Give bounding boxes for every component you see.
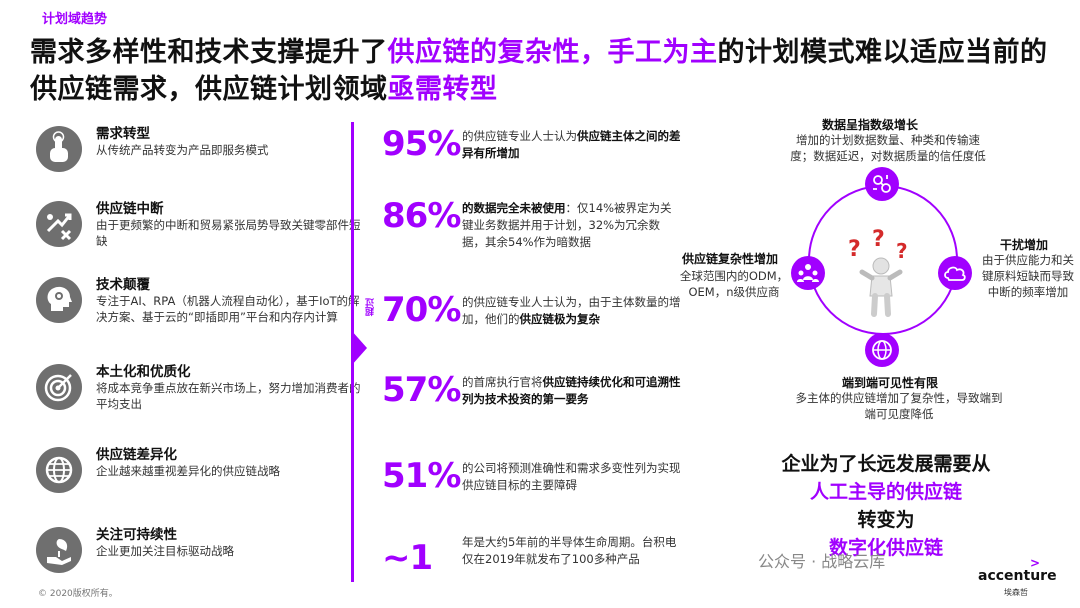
accenture-mark-icon: >	[1030, 556, 1041, 570]
title-highlight-1: 供应链的复杂性，手工为主	[387, 37, 718, 68]
item-desc: 企业越来越重视差异化的供应链战略	[96, 464, 280, 478]
stat-desc: 的供应链专业人士认为，由于主体数量的增加，他们的供应链极为复杂	[462, 295, 681, 326]
trend-item-tech: 技术颠覆 专注于AI、RPA（机器人流程自动化），基于IoT的解决方案、基于云的…	[36, 273, 360, 343]
title-highlight-2: 亟需转型	[387, 74, 498, 105]
item-desc: 专注于AI、RPA（机器人流程自动化），基于IoT的解决方案、基于云的“即插即用…	[96, 294, 360, 324]
stat-value: 51%	[382, 456, 461, 496]
stat-row: 95% 的供应链专业人士认为供应链主体之间的差异有所增加	[382, 124, 682, 184]
diagram-left-desc: 全球范围内的ODM，OEM，n级供应商	[679, 269, 789, 299]
stat-row: 51% 的公司将预测准确性和需求多变性列为实现供应链目标的主要障碍	[382, 456, 682, 516]
stat-value: ~1	[382, 538, 433, 578]
page-title: 需求多样性和技术支撑提升了供应链的复杂性，手工为主的计划模式难以适应当前的供应链…	[30, 34, 1060, 108]
section-tag: 计划域趋势	[42, 12, 108, 27]
diagram-left-title: 供应链复杂性增加	[682, 252, 779, 266]
divider-arrow	[351, 330, 367, 366]
stat-row: 86% 的数据完全未被使用：仅14%被界定为关键业务数据并用于计划，32%为冗余…	[382, 196, 682, 256]
svg-text:?: ?	[848, 237, 861, 262]
diagram-right-title: 干扰增加	[1000, 238, 1049, 252]
stat-value: 86%	[382, 196, 461, 236]
target-icon	[36, 364, 82, 410]
leaf-hand-icon	[36, 527, 82, 573]
conclusion: 企业为了长远发展需要从 人工主导的供应链 转变为 数字化供应链	[736, 450, 1036, 562]
globe-icon	[36, 447, 82, 493]
trend-item-demand: 需求转型 从传统产品转变为产品即服务模式	[36, 122, 356, 192]
stat-row: ~1 年是大约5年前的半导体生命周期。台积电仅在2019年就发布了100多种产品	[382, 530, 682, 590]
visibility-globe-icon	[865, 333, 899, 367]
item-title: 关注可持续性	[96, 527, 177, 543]
accenture-logo: accenture	[978, 568, 1057, 584]
stat-desc: 年是大约5年前的半导体生命周期。台积电仅在2019年就发布了100多种产品	[462, 535, 677, 566]
title-part2: 的计划模式难以适应当前的供应链需求，供应链计划领域	[30, 37, 1048, 105]
svg-text:?: ?	[896, 239, 908, 263]
conclusion-line3: 转变为	[857, 509, 915, 531]
conclusion-line1: 企业为了长远发展需要从	[781, 453, 991, 475]
title-part1: 需求多样性和技术支撑提升了	[30, 37, 388, 68]
item-title: 供应链差异化	[96, 447, 177, 463]
network-people-icon	[791, 256, 825, 290]
stat-value: 95%	[382, 124, 461, 164]
diagram-bottom-desc: 多主体的供应链增加了复杂性，导致端到端可见度降低	[795, 391, 1003, 421]
trend-item-disruption: 供应链中断 由于更频繁的中断和贸易紧张局势导致关键零部件短缺	[36, 197, 361, 267]
item-desc: 企业更加关注目标驱动战略	[96, 544, 234, 558]
item-title: 需求转型	[96, 126, 150, 142]
svg-text:?: ?	[872, 228, 885, 252]
diagram-top-desc: 增加的计划数据数量、种类和传输速度；数据延迟，对数据质量的信任度低	[790, 133, 986, 163]
stat-desc: 的供应链专业人士认为供应链主体之间的差异有所增加	[462, 129, 681, 160]
item-title: 供应链中断	[96, 201, 164, 217]
cloud-interference-icon	[938, 256, 972, 290]
data-growth-icon	[865, 167, 899, 201]
trend-item-differentiation: 供应链差异化 企业越来越重视差异化的供应链战略	[36, 443, 356, 513]
vertical-tag: 超过	[366, 298, 376, 316]
copyright: © 2020版权所有。	[38, 589, 118, 599]
conclusion-line4: 数字化供应链	[828, 537, 943, 559]
stat-value: 57%	[382, 370, 461, 410]
stat-desc: 的公司将预测准确性和需求多变性列为实现供应链目标的主要障碍	[462, 461, 681, 492]
stat-row: 57% 的首席执行官将供应链持续优化和可追溯性列为技术投资的第一要务	[382, 370, 682, 430]
wechat-watermark: 公众号 · 战略云库	[758, 552, 886, 571]
diagram-right-desc: 由于供应能力和关键原料短缺而导致中断的频率增加	[982, 253, 1074, 299]
disruption-icon	[36, 201, 82, 247]
item-title: 技术颠覆	[96, 277, 150, 293]
trend-item-localization: 本土化和优质化 将成本竞争重点放在新兴市场上，努力增加消费者的平均支出	[36, 360, 361, 430]
item-desc: 从传统产品转变为产品即服务模式	[96, 143, 269, 157]
brain-gear-icon	[36, 277, 82, 323]
stat-value: 70%	[382, 290, 461, 330]
hand-touch-icon	[36, 126, 82, 172]
diagram-top-title: 数据呈指数级增长	[822, 118, 919, 132]
diagram-bottom-title: 端到端可见性有限	[842, 376, 939, 390]
item-desc: 由于更频繁的中断和贸易紧张局势导致关键零部件短缺	[96, 218, 361, 248]
accenture-logo-cn: 埃森哲	[1004, 588, 1028, 597]
confused-person-icon: ? ? ?	[846, 227, 916, 318]
item-title: 本土化和优质化	[96, 364, 191, 380]
stat-desc: 的数据完全未被使用：仅14%被界定为关键业务数据并用于计划，32%为冗余数据，其…	[462, 201, 672, 249]
trend-item-sustainability: 关注可持续性 企业更加关注目标驱动战略	[36, 523, 356, 593]
stat-row: 70% 的供应链专业人士认为，由于主体数量的增加，他们的供应链极为复杂	[382, 290, 682, 350]
item-desc: 将成本竞争重点放在新兴市场上，努力增加消费者的平均支出	[96, 381, 361, 411]
stat-desc: 的首席执行官将供应链持续优化和可追溯性列为技术投资的第一要务	[462, 375, 681, 406]
conclusion-line2: 人工主导的供应链	[809, 481, 962, 503]
